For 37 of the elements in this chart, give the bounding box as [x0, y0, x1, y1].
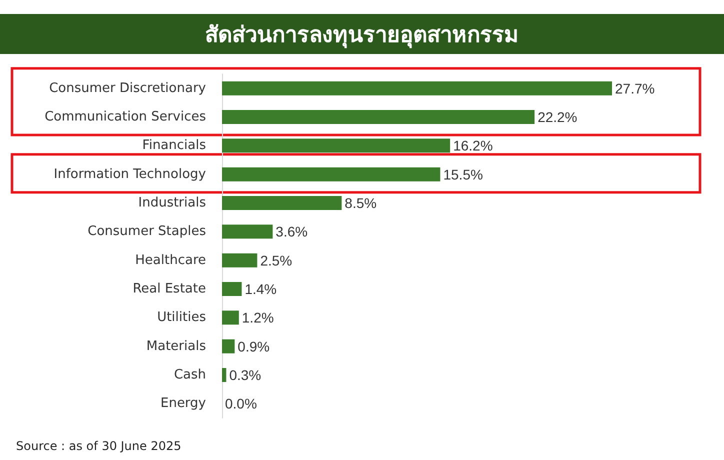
data-label: 1.4% — [244, 281, 277, 297]
source-note: Source : as of 30 June 2025 — [16, 439, 182, 453]
data-label: 8.5% — [344, 195, 377, 211]
bar — [222, 224, 273, 239]
data-label: 0.9% — [238, 338, 270, 354]
data-label: 22.2% — [538, 109, 578, 125]
data-label: 27.7% — [615, 80, 655, 96]
bar — [222, 368, 226, 382]
data-label: 1.2% — [242, 310, 274, 326]
bar — [222, 196, 342, 210]
bar — [222, 110, 535, 124]
data-label: 0.3% — [229, 367, 262, 383]
data-label: 3.6% — [276, 224, 308, 240]
y-tick-label: Cash — [174, 368, 206, 382]
y-tick-label: Utilities — [157, 310, 206, 326]
y-tick-label: Real Estate — [132, 282, 206, 296]
y-tick-label: Consumer Discretionary — [49, 80, 206, 96]
bar — [222, 339, 235, 354]
data-label: 0.0% — [225, 396, 257, 412]
chart-title: สัดส่วนการลงทุนรายอุตสาหกรรม — [0, 14, 724, 54]
y-tick-label: Communication Services — [44, 110, 206, 124]
y-tick-label: Energy — [160, 396, 206, 412]
data-label: 16.2% — [453, 138, 493, 154]
bar — [222, 81, 612, 96]
y-tick-label: Healthcare — [135, 252, 206, 268]
y-tick-label: Materials — [146, 338, 206, 354]
data-label: 2.5% — [260, 252, 292, 268]
y-tick-label: Financials — [142, 138, 206, 154]
data-label: 15.5% — [443, 166, 483, 182]
y-tick-label: Information Technology — [54, 166, 206, 182]
y-tick-label: Industrials — [138, 196, 206, 210]
y-tick-label: Consumer Staples — [88, 224, 206, 240]
bar — [222, 138, 450, 153]
bar — [222, 253, 258, 268]
bar — [222, 167, 440, 182]
bar — [222, 310, 239, 325]
bar — [222, 282, 242, 296]
